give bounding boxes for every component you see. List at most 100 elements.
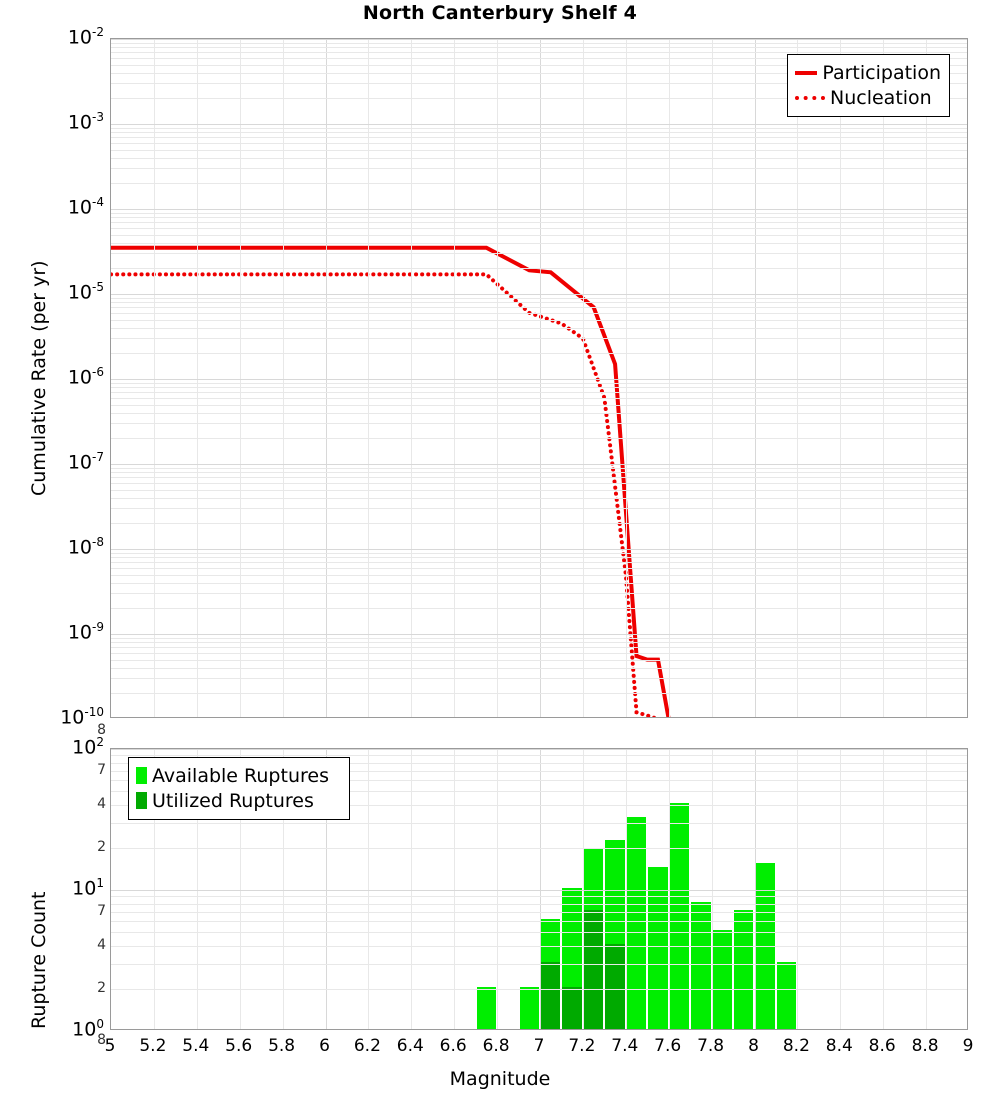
x-tick-label: 5.2 [139,1036,167,1056]
gridline [411,39,412,717]
gridline [111,387,967,388]
gridline [111,307,967,308]
gridline [326,39,327,717]
gridline [111,73,967,74]
gridline [111,468,967,469]
gridline [111,660,967,661]
gridline [111,183,967,184]
gridline [111,298,967,299]
curve-participation [111,245,671,717]
gridline [111,568,967,569]
gridline [111,771,967,772]
x-tick-label: 6 [319,1036,330,1056]
y-tick-minor-label: 2 [97,838,106,855]
y-tick-label: 10-10 [60,705,104,729]
histogram-bar [476,749,497,1029]
gridline [111,217,967,218]
gridline [111,124,967,125]
x-tick-label: 6.2 [353,1036,381,1056]
gridline [111,128,967,129]
gridline [368,39,369,717]
legend-item-participation: Participation [795,60,941,85]
gridline [111,150,967,151]
solid-line-icon [795,70,818,75]
gridline [111,43,967,44]
gridline [755,749,756,1029]
x-tick-label: 8.2 [782,1036,810,1056]
gridline [111,553,967,554]
gridline [154,749,155,1029]
gridline [111,791,967,792]
histogram-bar [776,749,797,1029]
gridline [111,65,967,66]
y-tick-label: 101 [72,876,104,900]
gridline [368,749,369,1029]
gridline [111,932,967,933]
top-y-axis-label: Cumulative Rate (per yr) [28,260,50,496]
y-tick-minor-label: 8 [97,1032,106,1048]
y-tick-label: 102 [72,735,104,759]
y-tick-minor-label: 2 [97,979,106,996]
gridline [111,557,967,558]
histogram-bar [583,749,604,1029]
gridline [454,39,455,717]
bar-available [776,961,797,1029]
x-tick-label: 5.8 [268,1036,296,1056]
gridline [111,222,967,223]
y-tick-label: 10-4 [67,195,104,219]
gridline [111,213,967,214]
rupture-legend: Available Ruptures Utilized Ruptures [128,757,350,820]
gridline [111,158,967,159]
bar-utilized [583,909,604,1029]
gridline [583,749,584,1029]
gridline [111,143,967,144]
gridline [111,549,967,550]
bar-available [476,986,497,1029]
gridline [111,313,967,314]
gridline [111,168,967,169]
y-tick-label: 10-7 [67,450,104,474]
x-tick-label: 5 [104,1036,116,1056]
gridline [111,477,967,478]
x-tick-label: 8.6 [868,1036,896,1056]
y-tick-label: 100 [72,1017,104,1041]
gridline [111,642,967,643]
cumulative-rate-plot [110,38,968,718]
gridline [111,693,967,694]
gridline [926,39,927,717]
x-tick-label: 8.4 [825,1036,853,1056]
gridline [626,39,627,717]
gridline [111,805,967,806]
bar-available [734,909,754,1029]
y-tick-label: 10-2 [67,25,104,49]
gridline [111,47,967,48]
dotted-line-icon [795,95,825,100]
gridline [797,749,798,1029]
gridline [111,780,967,781]
bar-available [519,986,539,1029]
histogram-bar [519,749,539,1029]
gridline [154,39,155,717]
gridline [669,749,670,1029]
gridline [111,353,967,354]
rate-curves [111,245,671,717]
gridline [111,39,967,40]
histogram-bar [562,749,582,1029]
histogram-bar [626,749,647,1029]
gridline [283,749,284,1029]
histogram-bar [691,749,711,1029]
x-tick-label: 5.4 [182,1036,210,1056]
gridline [540,39,541,717]
x-tick-label: 6.6 [439,1036,467,1056]
x-tick-label: 8 [748,1036,759,1056]
gridline [626,749,627,1029]
gridline [111,562,967,563]
gridline [111,472,967,473]
gridline [497,749,498,1029]
legend-item-nucleation: Nucleation [795,85,941,110]
gridline [326,749,327,1029]
gridline [283,39,284,717]
gridline [111,228,967,229]
gridline [111,392,967,393]
gridline [111,678,967,679]
